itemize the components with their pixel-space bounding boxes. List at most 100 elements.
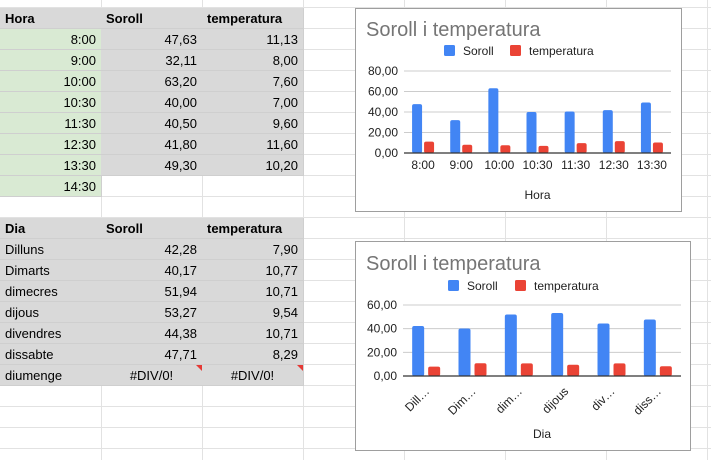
y-tick-label: 20,00	[367, 345, 397, 359]
header-cell[interactable]: temperatura	[202, 8, 304, 29]
day-cell[interactable]: dimecres	[0, 281, 102, 302]
day-cell[interactable]: diumenge	[0, 365, 102, 386]
header-cell[interactable]: Dia	[0, 218, 102, 239]
x-tick-label: dim…	[493, 384, 525, 416]
day-cell[interactable]: dijous	[0, 302, 102, 323]
legend-swatch	[510, 45, 521, 56]
bar-soroll	[412, 325, 425, 376]
soroll-cell[interactable]: 40,00	[101, 92, 203, 113]
legend-swatch	[448, 280, 459, 291]
bar-soroll	[597, 323, 610, 376]
bar-soroll	[488, 88, 499, 153]
temperatura-cell[interactable]: 10,71	[202, 323, 304, 344]
temperatura-cell[interactable]: 7,90	[202, 239, 304, 260]
temperatura-cell[interactable]: 9,54	[202, 302, 304, 323]
row-divider	[0, 238, 711, 239]
chart-canvas: Soroll i temperatura Soroll temperatura 0,0…	[366, 19, 671, 202]
bar-temperatura	[538, 145, 549, 153]
bar-temperatura	[474, 363, 487, 376]
hour-cell[interactable]: 10:00	[0, 71, 102, 92]
day-cell[interactable]: Dilluns	[0, 239, 102, 260]
y-tick-label: 40,00	[367, 322, 397, 336]
bar-temperatura	[659, 366, 672, 376]
hour-cell[interactable]: 8:00	[0, 29, 102, 50]
soroll-cell[interactable]: 49,30	[101, 155, 203, 176]
legend-label: temperatura	[534, 279, 599, 293]
day-cell[interactable]: dissabte	[0, 344, 102, 365]
bar-soroll	[450, 120, 461, 153]
x-tick-label: 10:00	[484, 158, 514, 172]
soroll-cell[interactable]: 47,71	[101, 344, 203, 365]
soroll-cell[interactable]: 41,80	[101, 134, 203, 155]
soroll-cell[interactable]: 40,50	[101, 113, 203, 134]
temperatura-cell[interactable]: 7,00	[202, 92, 304, 113]
temperatura-cell[interactable]: 11,13	[202, 29, 304, 50]
hour-cell[interactable]: 10:30	[0, 92, 102, 113]
y-tick-label: 80,00	[368, 64, 398, 78]
header-cell[interactable]: Soroll	[101, 8, 203, 29]
x-tick-label: diss…	[630, 384, 663, 417]
day-cell[interactable]: Dimarts	[0, 260, 102, 281]
soroll-cell[interactable]: 53,27	[101, 302, 203, 323]
chart-days[interactable]: Soroll i temperatura Soroll temperatura 0,0…	[355, 241, 691, 451]
error-cell[interactable]: #DIV/0!	[202, 365, 304, 386]
bar-soroll	[564, 111, 575, 153]
bar-soroll	[526, 112, 537, 153]
hour-cell[interactable]: 9:00	[0, 50, 102, 71]
column-divider	[606, 0, 607, 460]
bar-soroll	[551, 312, 564, 376]
chart-title: Soroll i temperatura	[366, 19, 541, 41]
bar-soroll	[412, 104, 423, 153]
legend-label: temperatura	[529, 44, 594, 58]
soroll-cell[interactable]: 63,20	[101, 71, 203, 92]
bar-temperatura	[428, 366, 441, 376]
temperatura-cell[interactable]: 10,77	[202, 260, 304, 281]
header-cell[interactable]: Soroll	[101, 218, 203, 239]
hour-cell[interactable]: 13:30	[0, 155, 102, 176]
soroll-cell[interactable]: 44,38	[101, 323, 203, 344]
y-tick-label: 0,00	[374, 369, 398, 383]
x-tick-label: 12:30	[599, 158, 629, 172]
x-tick-label: div…	[588, 384, 617, 413]
bar-temperatura	[500, 145, 511, 153]
soroll-cell[interactable]: 42,28	[101, 239, 203, 260]
bar-temperatura	[424, 141, 435, 153]
temperatura-cell[interactable]: 10,71	[202, 281, 304, 302]
bar-soroll	[458, 328, 471, 376]
chart-title: Soroll i temperatura	[366, 253, 541, 275]
temperatura-cell[interactable]: 11,60	[202, 134, 304, 155]
temperatura-cell[interactable]: 8,29	[202, 344, 304, 365]
day-cell[interactable]: divendres	[0, 323, 102, 344]
y-tick-label: 60,00	[368, 85, 398, 99]
temperatura-cell[interactable]: 9,60	[202, 113, 304, 134]
bar-temperatura	[462, 144, 473, 153]
temperatura-cell[interactable]: 7,60	[202, 71, 304, 92]
bar-temperatura	[652, 142, 663, 153]
bar-soroll	[640, 102, 651, 153]
hour-cell[interactable]: 11:30	[0, 113, 102, 134]
soroll-cell[interactable]: 51,94	[101, 281, 203, 302]
temperatura-cell[interactable]: 10,20	[202, 155, 304, 176]
hour-cell[interactable]: 14:30	[0, 176, 102, 197]
header-cell[interactable]: temperatura	[202, 218, 304, 239]
chart-hours[interactable]: Soroll i temperatura Soroll temperatura 0,0…	[355, 8, 682, 212]
chart-canvas: Soroll i temperatura Soroll temperatura 0,0…	[366, 253, 681, 441]
y-tick-label: 40,00	[368, 105, 398, 119]
soroll-cell[interactable]: 32,11	[101, 50, 203, 71]
soroll-cell[interactable]: 40,17	[101, 260, 203, 281]
error-cell[interactable]: #DIV/0!	[101, 365, 203, 386]
x-tick-label: 10:30	[522, 158, 552, 172]
bar-soroll	[504, 314, 517, 376]
legend-swatch	[444, 45, 455, 56]
row-divider	[0, 7, 711, 8]
bar-temperatura	[567, 364, 580, 376]
bar-soroll	[602, 110, 613, 153]
header-cell[interactable]: Hora	[0, 8, 102, 29]
column-divider	[707, 0, 708, 460]
soroll-cell[interactable]: 47,63	[101, 29, 203, 50]
x-tick-label: 13:30	[637, 158, 667, 172]
legend-swatch	[515, 280, 526, 291]
temperatura-cell[interactable]: 8,00	[202, 50, 304, 71]
x-tick-label: 8:00	[411, 158, 435, 172]
hour-cell[interactable]: 12:30	[0, 134, 102, 155]
